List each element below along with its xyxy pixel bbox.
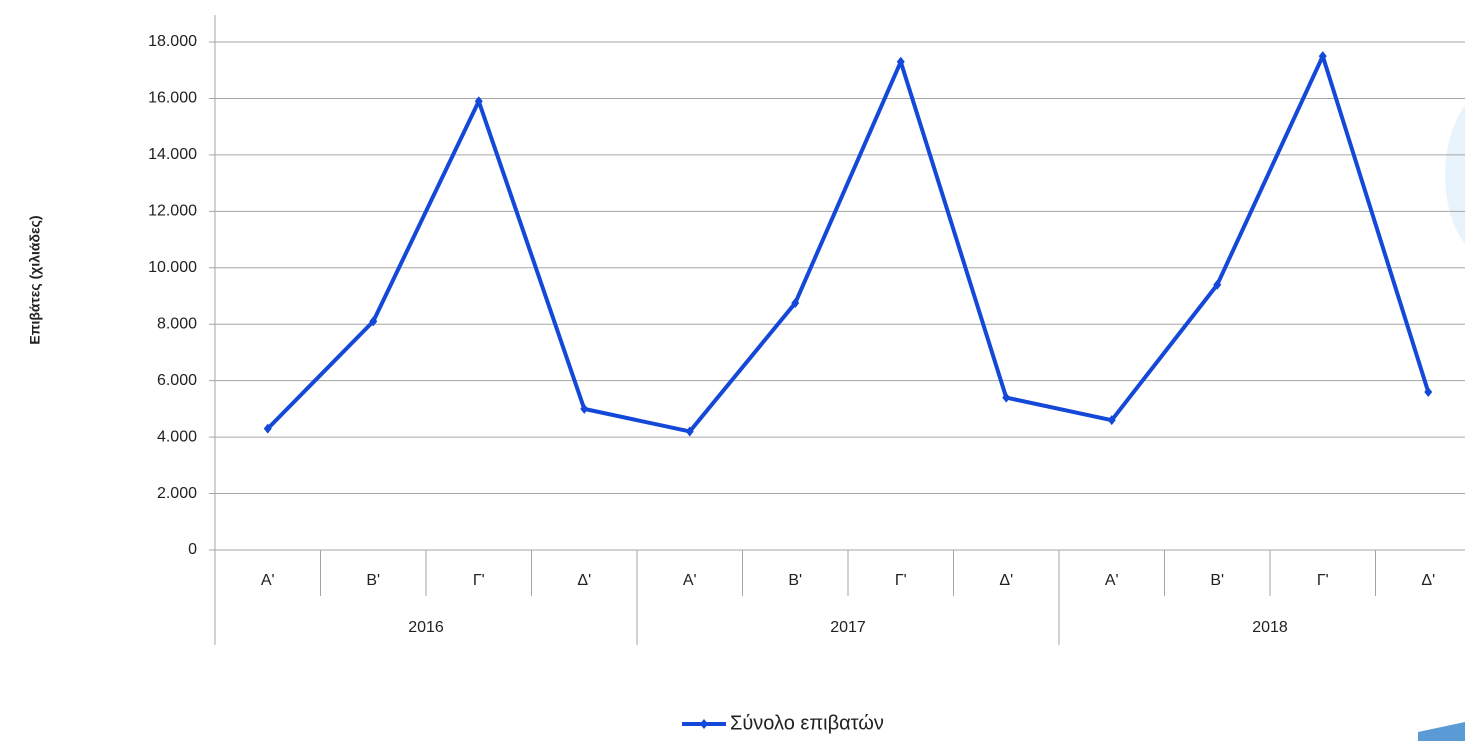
legend-marker xyxy=(700,719,708,729)
legend-label: Σύνολο επιβατών xyxy=(730,712,884,734)
y-tick-label: 8.000 xyxy=(157,315,197,332)
x-tick-label: Β' xyxy=(1210,572,1224,589)
x-tick-label: Β' xyxy=(366,572,380,589)
decoration xyxy=(1418,722,1465,741)
x-tick-label: Γ' xyxy=(473,572,485,589)
y-tick-label: 16.000 xyxy=(148,90,197,107)
decoration xyxy=(1445,105,1465,245)
point-marker xyxy=(685,426,694,437)
y-tick-label: 14.000 xyxy=(148,146,197,163)
point-marker xyxy=(1424,386,1433,397)
x-tick-label: Α' xyxy=(1105,572,1119,589)
year-label: 2018 xyxy=(1252,619,1288,636)
point-marker xyxy=(791,298,800,309)
point-marker xyxy=(474,96,483,107)
x-tick-label: Α' xyxy=(261,572,275,589)
point-marker xyxy=(1213,279,1222,290)
x-tick-label: Γ' xyxy=(1317,572,1329,589)
x-tick-label: Γ' xyxy=(895,572,907,589)
series-line xyxy=(266,54,1431,434)
y-tick-label: 6.000 xyxy=(157,372,197,389)
year-label: 2016 xyxy=(408,619,444,636)
y-tick-label: 0 xyxy=(188,541,197,558)
y-tick-label: 18.000 xyxy=(148,33,197,50)
x-tick-label: Α' xyxy=(683,572,697,589)
y-tick-label: 12.000 xyxy=(148,203,197,220)
point-marker xyxy=(1107,415,1116,426)
y-tick-label: 10.000 xyxy=(148,259,197,276)
year-label: 2017 xyxy=(830,619,866,636)
point-marker xyxy=(1318,51,1327,62)
x-tick-label: Β' xyxy=(788,572,802,589)
x-tick-label: Δ' xyxy=(577,572,591,589)
point-marker xyxy=(1002,392,1011,403)
x-tick-label: Δ' xyxy=(999,572,1013,589)
y-axis-label: Επιβάτες (χιλιάδες) xyxy=(27,215,43,344)
point-marker xyxy=(580,403,589,414)
y-tick-label: 2.000 xyxy=(157,485,197,502)
point-marker xyxy=(369,316,378,327)
point-marker xyxy=(896,56,905,67)
x-tick-label: Δ' xyxy=(1421,572,1435,589)
y-tick-label: 4.000 xyxy=(157,428,197,445)
point-marker xyxy=(263,423,272,434)
